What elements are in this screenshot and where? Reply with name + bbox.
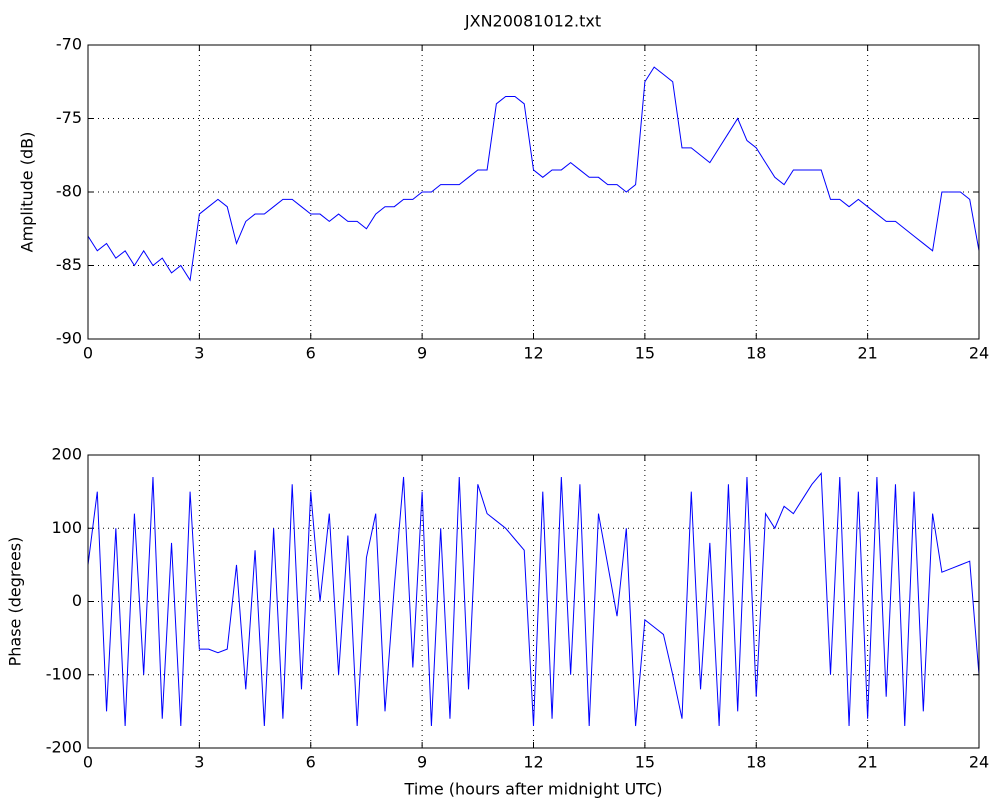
chart-title: JXN20081012.txt bbox=[464, 12, 601, 31]
x-tick-label: 21 bbox=[857, 753, 877, 772]
x-tick-label: 24 bbox=[969, 344, 989, 363]
x-tick-label: 3 bbox=[194, 753, 204, 772]
y-axis-label: Phase (degrees) bbox=[6, 537, 25, 667]
y-tick-label: -70 bbox=[56, 35, 82, 54]
y-tick-label: 100 bbox=[51, 518, 82, 537]
x-tick-label: 12 bbox=[523, 344, 543, 363]
x-tick-label: 18 bbox=[746, 753, 766, 772]
x-tick-label: 0 bbox=[83, 344, 93, 363]
x-tick-label: 12 bbox=[523, 753, 543, 772]
y-tick-label: 200 bbox=[51, 445, 82, 464]
x-tick-label: 9 bbox=[417, 344, 427, 363]
y-tick-label: -80 bbox=[56, 182, 82, 201]
data-line bbox=[87, 66, 980, 282]
x-tick-label: 3 bbox=[194, 344, 204, 363]
y-tick-label: -90 bbox=[56, 329, 82, 348]
y-tick-label: -75 bbox=[56, 108, 82, 127]
x-tick-label: 9 bbox=[417, 753, 427, 772]
axes-frame bbox=[87, 454, 980, 749]
y-tick-label: -200 bbox=[46, 738, 82, 757]
y-tick-label: -85 bbox=[56, 255, 82, 274]
x-tick-label: 15 bbox=[635, 753, 655, 772]
x-tick-label: 6 bbox=[306, 753, 316, 772]
x-tick-label: 18 bbox=[746, 344, 766, 363]
x-tick-label: 15 bbox=[635, 344, 655, 363]
x-tick-label: 24 bbox=[969, 753, 989, 772]
x-tick-label: 6 bbox=[306, 344, 316, 363]
axes-frame bbox=[87, 44, 980, 340]
data-line bbox=[87, 472, 980, 727]
x-axis-label: Time (hours after midnight UTC) bbox=[404, 780, 663, 799]
y-axis-label: Amplitude (dB) bbox=[18, 132, 37, 253]
y-tick-label: -100 bbox=[46, 664, 82, 683]
x-tick-label: 21 bbox=[857, 344, 877, 363]
y-tick-label: 0 bbox=[72, 591, 82, 610]
x-tick-label: 0 bbox=[83, 753, 93, 772]
